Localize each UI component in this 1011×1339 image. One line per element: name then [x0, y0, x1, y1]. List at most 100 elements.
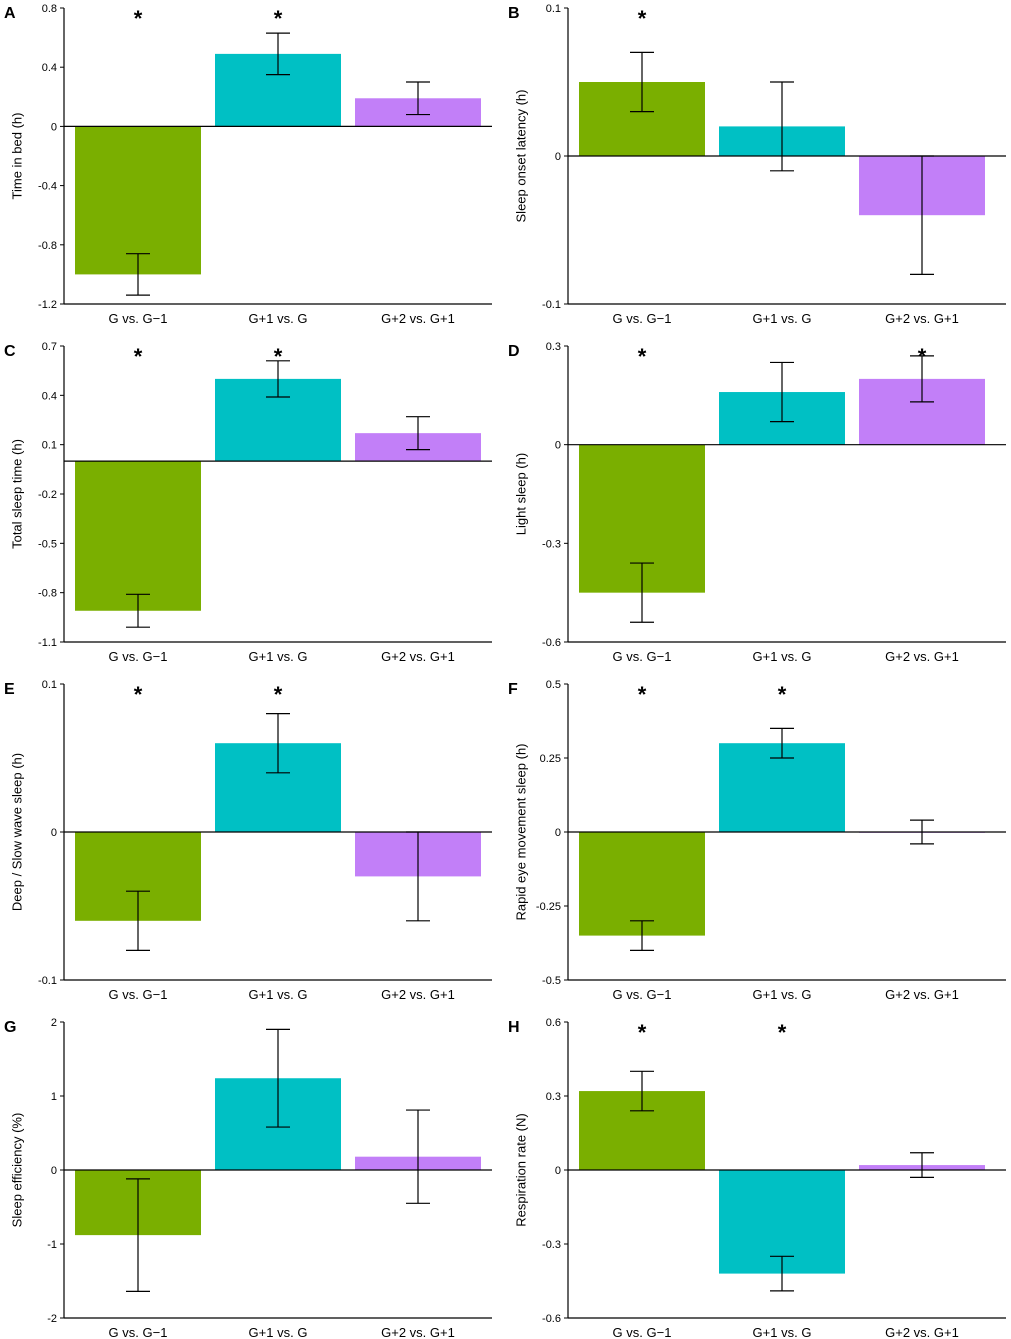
y-tick-label: 0	[51, 827, 57, 839]
y-tick-label: 0.25	[540, 753, 561, 765]
x-tick-label: G+1 vs. G	[753, 987, 812, 1002]
y-tick-label: -0.8	[38, 588, 57, 600]
y-tick-label: -1.2	[38, 299, 57, 311]
x-tick-label: G+2 vs. G+1	[381, 649, 455, 664]
panel-letter: E	[4, 681, 15, 698]
panel-H: H Respiration rate (N) * G vs. G−1 * G+1 vs. …	[508, 1017, 1006, 1339]
significance-star: *	[778, 1020, 787, 1045]
y-tick-label: -0.5	[542, 975, 561, 987]
panel-C: C Total sleep time (h) * G vs. G−1 * G+1 vs. …	[4, 341, 492, 664]
y-tick-label: -0.2	[38, 489, 57, 501]
y-axis-label: Total sleep time (h)	[9, 439, 24, 549]
y-tick-label: 0.1	[42, 440, 57, 452]
bar	[75, 126, 201, 275]
x-tick-label: G+2 vs. G+1	[885, 1325, 959, 1339]
y-tick-label: 0.3	[546, 341, 561, 353]
y-tick-label: 0	[555, 827, 561, 839]
x-tick-label: G+1 vs. G	[249, 1325, 308, 1339]
x-tick-label: G vs. G−1	[109, 987, 168, 1002]
y-tick-label: -0.8	[38, 240, 57, 252]
significance-star: *	[638, 1020, 647, 1045]
panel-A: A Time in bed (h) * G vs. G−1 * G+1 vs. G G+2 …	[4, 3, 492, 326]
y-axis-label: Light sleep (h)	[513, 453, 528, 535]
y-tick-label: 0.4	[42, 390, 57, 402]
y-axis-label: Time in bed (h)	[9, 113, 24, 200]
panel-B: B Sleep onset latency (h) * G vs. G−1 G+1 vs…	[508, 3, 1006, 326]
x-tick-label: G vs. G−1	[613, 649, 672, 664]
y-tick-label: 0.1	[42, 679, 57, 691]
significance-star: *	[274, 682, 283, 707]
y-tick-label: -0.1	[38, 975, 57, 987]
x-tick-label: G vs. G−1	[613, 311, 672, 326]
x-tick-label: G+1 vs. G	[249, 649, 308, 664]
panel-G: G Sleep efficiency (%) G vs. G−1 G+1 vs. G G…	[4, 1017, 492, 1339]
x-tick-label: G+2 vs. G+1	[381, 987, 455, 1002]
significance-star: *	[134, 344, 143, 369]
x-tick-label: G+1 vs. G	[249, 987, 308, 1002]
significance-star: *	[638, 6, 647, 31]
significance-star: *	[778, 682, 787, 707]
y-tick-label: -0.5	[38, 538, 57, 550]
x-tick-label: G vs. G−1	[613, 1325, 672, 1339]
y-tick-label: 0.6	[546, 1017, 561, 1029]
x-tick-label: G+1 vs. G	[753, 1325, 812, 1339]
y-tick-label: 0.1	[546, 3, 561, 15]
significance-star: *	[274, 6, 283, 31]
y-axis-label: Sleep efficiency (%)	[9, 1113, 24, 1228]
y-tick-label: -0.3	[542, 538, 561, 550]
panel-letter: D	[508, 343, 520, 360]
y-tick-label: 0.4	[42, 62, 57, 74]
y-axis-label: Rapid eye movement sleep (h)	[513, 743, 528, 920]
significance-star: *	[638, 682, 647, 707]
y-tick-label: -0.4	[38, 181, 57, 193]
x-tick-label: G vs. G−1	[109, 1325, 168, 1339]
y-tick-label: -0.25	[536, 901, 561, 913]
significance-star: *	[918, 344, 927, 369]
y-tick-label: 0.7	[42, 341, 57, 353]
y-tick-label: 0.8	[42, 3, 57, 15]
y-tick-label: 0	[555, 1165, 561, 1177]
x-tick-label: G+2 vs. G+1	[885, 649, 959, 664]
significance-star: *	[134, 682, 143, 707]
y-axis-label: Deep / Slow wave sleep (h)	[9, 753, 24, 911]
panel-letter: H	[508, 1019, 520, 1036]
y-tick-label: -0.6	[542, 637, 561, 649]
y-tick-label: 2	[51, 1017, 57, 1029]
panel-E: E Deep / Slow wave sleep (h) * G vs. G−1 * G+…	[4, 679, 492, 1002]
y-tick-label: 0.3	[546, 1091, 561, 1103]
x-tick-label: G+2 vs. G+1	[381, 311, 455, 326]
x-tick-label: G+1 vs. G	[249, 311, 308, 326]
x-tick-label: G+1 vs. G	[753, 311, 812, 326]
x-tick-label: G+1 vs. G	[753, 649, 812, 664]
y-tick-label: 0	[555, 440, 561, 452]
x-tick-label: G vs. G−1	[109, 311, 168, 326]
x-tick-label: G+2 vs. G+1	[885, 311, 959, 326]
significance-star: *	[274, 344, 283, 369]
y-tick-label: -1.1	[38, 637, 57, 649]
y-axis-label: Respiration rate (N)	[513, 1113, 528, 1226]
y-tick-label: 0	[51, 121, 57, 133]
panel-letter: G	[4, 1019, 16, 1036]
y-tick-label: -0.6	[542, 1313, 561, 1325]
y-tick-label: -0.3	[542, 1239, 561, 1251]
y-tick-label: -2	[47, 1313, 57, 1325]
y-tick-label: 1	[51, 1091, 57, 1103]
y-axis-label: Sleep onset latency (h)	[513, 90, 528, 223]
significance-star: *	[638, 344, 647, 369]
significance-star: *	[134, 6, 143, 31]
y-tick-label: -0.1	[542, 299, 561, 311]
y-tick-label: 0	[555, 151, 561, 163]
x-tick-label: G vs. G−1	[109, 649, 168, 664]
y-tick-label: 0	[51, 1165, 57, 1177]
panel-letter: B	[508, 5, 520, 22]
y-tick-label: 0.5	[546, 679, 561, 691]
y-tick-label: -1	[47, 1239, 57, 1251]
x-tick-label: G+2 vs. G+1	[885, 987, 959, 1002]
panel-letter: C	[4, 343, 16, 360]
panel-D: D Light sleep (h) * G vs. G−1 G+1 vs. G * G+2 …	[508, 341, 1006, 664]
x-tick-label: G+2 vs. G+1	[381, 1325, 455, 1339]
bar	[75, 461, 201, 611]
panel-letter: A	[4, 5, 16, 22]
x-tick-label: G vs. G−1	[613, 987, 672, 1002]
